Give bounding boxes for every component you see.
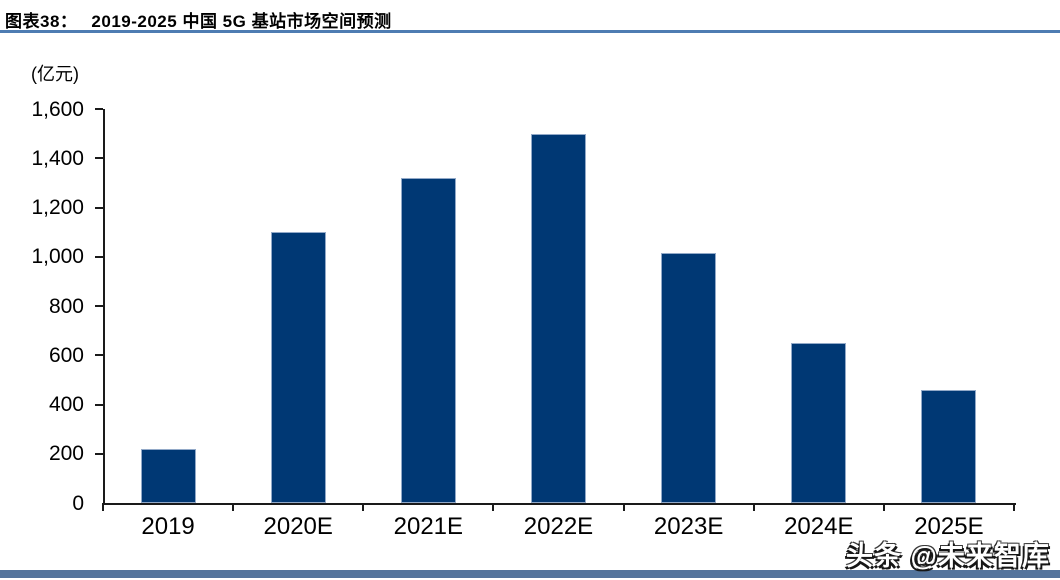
bar-2019 (140, 448, 196, 503)
x-axis-tick-mark (232, 503, 235, 511)
x-axis-tick-mark (492, 503, 495, 511)
y-axis-tick-label: 1,400 (31, 146, 84, 170)
y-axis-tick-mark (95, 354, 103, 357)
y-axis-tick-mark (95, 403, 103, 406)
y-axis-tick-mark (95, 305, 103, 307)
figure-number-label: 图表38： (5, 12, 78, 31)
y-axis-tick-label: 0 (72, 491, 84, 515)
bar-2022E (531, 133, 586, 503)
y-axis-tick-label: 400 (48, 393, 84, 416)
bar-2021E (400, 177, 456, 503)
bar-2025E (921, 389, 977, 503)
x-axis-category-label: 2024E (784, 513, 854, 540)
figure-title-row: 图表38： 2019-2025 中国 5G 基站市场空间预测 (5, 7, 1060, 32)
y-axis-tick-label: 1,600 (31, 97, 84, 121)
x-axis-line (103, 503, 1016, 505)
y-axis-tick-mark (95, 108, 103, 110)
watermark-text: 头条 @未来智库 (846, 541, 1050, 571)
x-axis-tick-mark (622, 503, 625, 511)
y-axis-tick-mark (95, 206, 103, 209)
x-axis-category-label: 2021E (393, 513, 464, 540)
title-divider-rule (0, 30, 1060, 33)
y-axis-tick-mark (95, 255, 103, 258)
bar-2024E (791, 342, 847, 503)
y-axis-tick-mark (95, 157, 103, 160)
y-axis-tick-label: 1,200 (31, 196, 84, 219)
y-axis-unit-label: (亿元) (31, 64, 79, 84)
bottom-accent-bar (0, 570, 1060, 578)
x-axis-category-label: 2022E (523, 513, 594, 540)
x-axis-category-label: 2023E (653, 513, 724, 540)
y-axis-tick-label: 600 (48, 343, 84, 367)
y-axis-line (103, 109, 105, 505)
x-axis-tick-mark (882, 503, 885, 511)
x-axis-category-label: 2025E (914, 513, 984, 540)
bar-2023E (661, 253, 717, 503)
y-axis-tick-label: 200 (48, 442, 84, 466)
x-axis-tick-mark (102, 503, 104, 511)
bar-2020E (270, 232, 326, 503)
x-axis-category-label: 2019 (141, 513, 195, 540)
figure-title: 2019-2025 中国 5G 基站市场空间预测 (91, 12, 392, 31)
x-axis-tick-mark (1013, 503, 1015, 511)
y-axis-tick-mark (95, 452, 103, 455)
y-axis-tick-label: 1,000 (31, 245, 84, 269)
x-axis-tick-mark (752, 503, 755, 511)
x-axis-category-label: 2020E (263, 513, 333, 540)
y-axis-tick-label: 800 (48, 294, 84, 318)
x-axis-tick-mark (362, 503, 365, 511)
